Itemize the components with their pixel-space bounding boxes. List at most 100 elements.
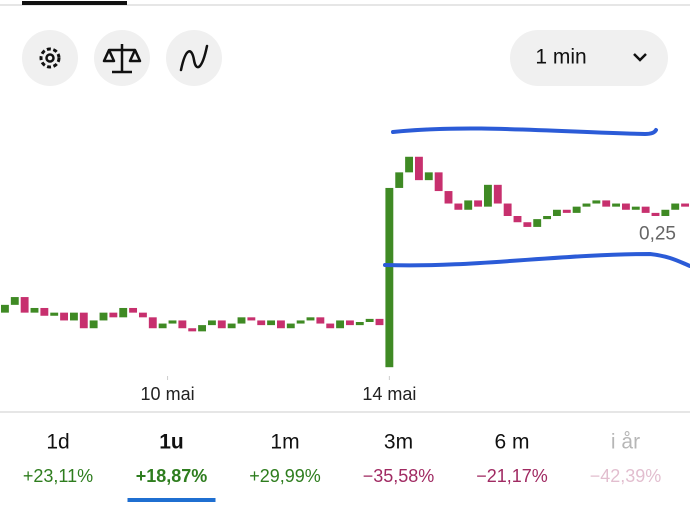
period-label: 3m xyxy=(384,431,413,454)
period-tab[interactable]: 3m −35,58% xyxy=(363,431,435,486)
candle xyxy=(602,200,611,207)
period-tab[interactable]: 1m +29,99% xyxy=(249,431,321,486)
candle xyxy=(533,219,542,227)
period-tab[interactable]: i år −42,39% xyxy=(590,431,662,486)
period-label: 6 m xyxy=(494,431,529,454)
period-tab[interactable]: 1u +18,87% xyxy=(127,431,216,502)
candle xyxy=(405,156,414,173)
candle xyxy=(40,307,49,316)
candle xyxy=(464,200,473,210)
settings-button[interactable] xyxy=(22,30,78,86)
candle xyxy=(414,156,423,181)
candle xyxy=(119,307,128,318)
candle xyxy=(395,172,404,188)
y-tick-label: 0,25 xyxy=(639,224,676,245)
candle xyxy=(513,216,522,223)
candle xyxy=(247,317,256,321)
candle xyxy=(671,203,680,210)
candle xyxy=(582,203,591,207)
price-chart: 0,25 10 mai 14 mai xyxy=(0,156,690,404)
candle xyxy=(89,320,98,329)
active-tab-indicator xyxy=(22,1,127,5)
candle xyxy=(592,200,601,204)
period-tab[interactable]: 6 m −21,17% xyxy=(476,431,548,486)
candle xyxy=(612,203,621,207)
period-tab[interactable]: 1d +23,11% xyxy=(23,431,93,486)
candle xyxy=(60,312,69,321)
candle xyxy=(474,200,483,207)
candle xyxy=(306,317,315,321)
candle xyxy=(621,203,630,210)
candle xyxy=(276,320,285,329)
x-tick-label: 10 mai xyxy=(141,384,195,404)
compare-button[interactable] xyxy=(94,30,150,86)
annotation-top xyxy=(391,126,658,137)
candle xyxy=(681,203,690,207)
candle xyxy=(562,209,571,213)
candle xyxy=(631,206,640,210)
period-tabs: 1d +23,11% 1u +18,87% 1m +29,99% 3m −35,58% 6 m −… xyxy=(23,431,661,502)
candle xyxy=(69,312,78,321)
candle xyxy=(296,320,305,324)
candle xyxy=(336,320,345,329)
candle xyxy=(375,318,384,326)
candle xyxy=(207,320,216,326)
candle xyxy=(493,184,502,204)
indicator-button[interactable] xyxy=(166,30,222,86)
candle xyxy=(50,312,59,316)
candle xyxy=(424,172,433,181)
candle xyxy=(217,320,226,329)
candle xyxy=(20,297,29,313)
candle xyxy=(109,312,118,318)
candle xyxy=(237,317,246,324)
period-change: −42,39% xyxy=(590,466,662,486)
period-change: +23,11% xyxy=(23,466,93,486)
candle xyxy=(129,307,138,313)
candle xyxy=(385,187,394,368)
candle xyxy=(178,320,187,329)
candle xyxy=(227,323,236,329)
candle xyxy=(267,320,276,326)
candle xyxy=(158,323,167,329)
candle xyxy=(355,322,364,326)
candle xyxy=(572,206,581,213)
period-change: +18,87% xyxy=(136,466,208,486)
candle xyxy=(454,203,463,210)
candle xyxy=(257,320,266,326)
period-label: 1m xyxy=(270,431,299,454)
period-change: −21,17% xyxy=(476,466,548,486)
period-change: −35,58% xyxy=(363,466,435,486)
candle xyxy=(286,323,295,329)
candle xyxy=(543,216,552,220)
period-label: 1u xyxy=(159,431,184,454)
x-tick-label: 14 mai xyxy=(362,384,416,404)
candle xyxy=(651,212,660,216)
candle xyxy=(641,206,650,213)
candle xyxy=(661,209,670,216)
annotation-bottom xyxy=(383,251,690,268)
interval-label: 1 min xyxy=(535,46,586,69)
candle xyxy=(148,317,157,329)
candle xyxy=(552,209,561,216)
candle xyxy=(326,323,335,329)
candle xyxy=(523,222,532,227)
candle xyxy=(365,318,374,322)
candle xyxy=(444,191,453,204)
period-label: 1d xyxy=(46,431,69,454)
candle xyxy=(79,312,88,329)
candle xyxy=(10,297,19,305)
candle xyxy=(0,304,9,313)
candle xyxy=(168,320,177,324)
period-change: +29,99% xyxy=(249,466,321,486)
selected-indicator xyxy=(127,498,216,502)
candle xyxy=(503,203,512,216)
candle xyxy=(316,317,325,324)
period-label: i år xyxy=(611,431,640,454)
candle xyxy=(188,328,197,332)
interval-dropdown[interactable]: 1 min xyxy=(510,30,668,86)
candle xyxy=(483,184,492,207)
candle xyxy=(30,307,39,313)
candle xyxy=(434,172,443,192)
